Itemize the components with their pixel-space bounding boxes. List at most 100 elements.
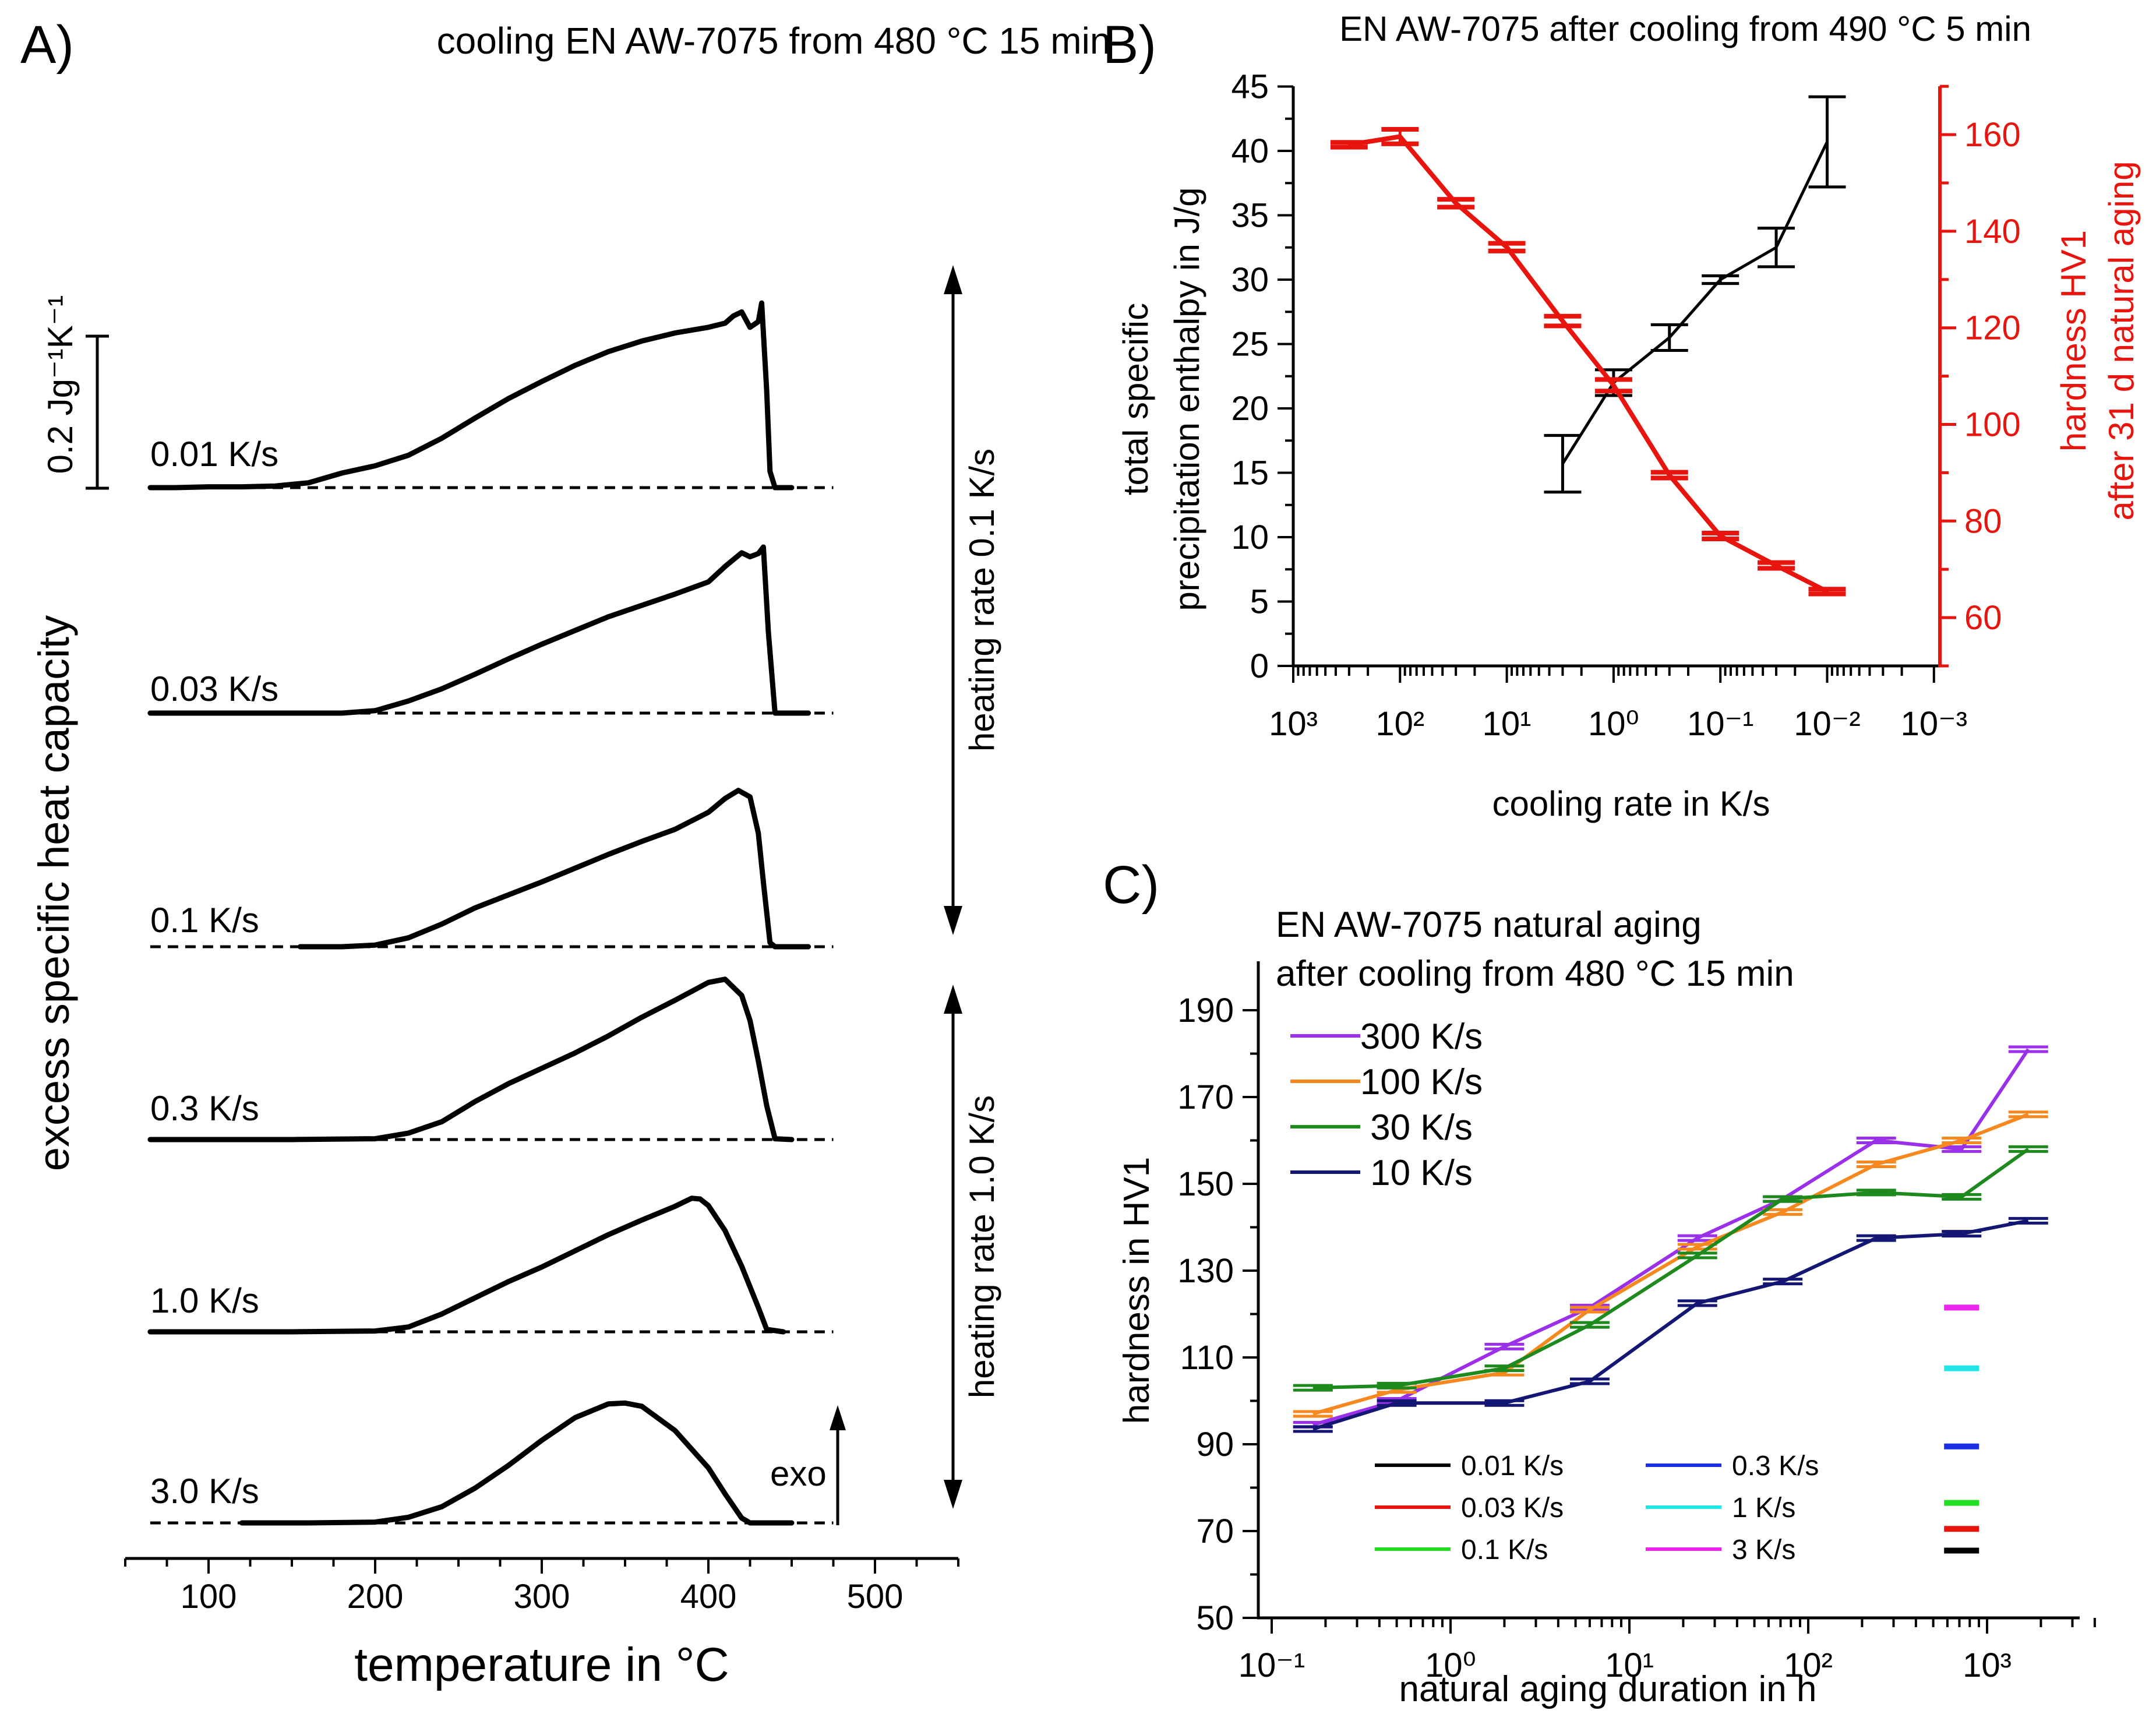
- panel-a-y-axis-label: excess specific heat capacity: [30, 615, 78, 1171]
- y-left-tick-label: 0: [1250, 647, 1269, 685]
- panel-b-x-axis-label: cooling rate in K/s: [1492, 784, 1770, 823]
- arrow-head-up-icon: [944, 265, 962, 294]
- series-line-10-K-s: [1312, 1219, 2029, 1431]
- data-point: [1856, 1160, 1896, 1168]
- panel-a: A) cooling EN AW-7075 from 480 °C 15 min…: [20, 15, 1110, 1691]
- x-tick-label: 10³: [1963, 1646, 2012, 1684]
- panel-c-label: C): [1103, 855, 1159, 915]
- panel-b-title: EN AW-7075 after cooling from 490 °C 5 m…: [1339, 9, 2031, 48]
- data-point: [1293, 1425, 1333, 1433]
- data-point: [1856, 1137, 1896, 1144]
- y-right-tick-label: 140: [1964, 213, 2021, 251]
- y-left-tick-label: 45: [1231, 68, 1269, 106]
- panel-b-y-right-label-line1: hardness HV1: [2054, 230, 2093, 452]
- data-point: [1677, 1243, 1717, 1251]
- y-tick-label: 130: [1177, 1252, 1234, 1290]
- x-tick-label: 100: [181, 1578, 237, 1616]
- data-point: [1856, 1234, 1896, 1242]
- y-right-tick-label: 160: [1964, 116, 2021, 154]
- series-line-100-K-s: [1312, 1113, 2029, 1416]
- arrow-head-up-icon: [944, 985, 962, 1014]
- error-bar: [1650, 323, 1688, 352]
- error-bar: [1544, 313, 1582, 329]
- data-point: [1942, 1193, 1982, 1201]
- panel-c-ticks: 10⁻¹ 10⁰ 10¹ 10² 10³ 50 70 90 110 130 150 170 190: [1177, 992, 2096, 1684]
- heating-rate-label-1: heating rate 0.1 K/s: [962, 449, 1001, 752]
- panel-a-x-axis-label: temperature in °C: [354, 1638, 729, 1691]
- error-bar: [1702, 274, 1739, 285]
- error-bar: [1488, 241, 1526, 253]
- heating-rate-arrow-1: heating rate 0.1 K/s: [944, 265, 1001, 935]
- data-point: [1377, 1399, 1417, 1407]
- data-point: [1763, 1195, 1803, 1203]
- error-bar: [1808, 95, 1846, 189]
- y-left-tick-label: 15: [1231, 454, 1269, 492]
- dsc-curve-0-03-K-s: [147, 544, 811, 716]
- data-point: [1484, 1399, 1525, 1407]
- error-bar: [1808, 587, 1846, 597]
- y-tick-label: 150: [1177, 1165, 1234, 1203]
- legend-label: 0.03 K/s: [1461, 1493, 1564, 1523]
- legend-label: 0.3 K/s: [1732, 1451, 1819, 1482]
- panel-a-x-ticks: 100 200 300 400 500: [124, 1558, 959, 1616]
- x-tick-label: 400: [680, 1578, 737, 1616]
- curve-label: 0.01 K/s: [150, 435, 278, 474]
- error-bar: [1330, 140, 1368, 150]
- heating-rate-label-2: heating rate 1.0 K/s: [962, 1095, 1001, 1398]
- legend-label: 0.1 K/s: [1461, 1535, 1548, 1565]
- legend-label: 10 K/s: [1370, 1153, 1473, 1193]
- y-left-tick-label: 35: [1231, 197, 1269, 235]
- dsc-curve-0-3-K-s: [147, 976, 795, 1142]
- curve-label: 1.0 K/s: [150, 1281, 259, 1320]
- x-tick-label: 10³: [1269, 705, 1318, 743]
- data-point: [1293, 1410, 1333, 1418]
- data-point: [1942, 1145, 1982, 1153]
- data-point: [1377, 1381, 1417, 1389]
- y-tick-label: 70: [1196, 1512, 1234, 1550]
- y-tick-label: 50: [1196, 1599, 1234, 1637]
- data-point: [2008, 1216, 2048, 1225]
- exo-label: exo: [770, 1454, 827, 1493]
- x-tick-label: 10⁻¹: [1238, 1646, 1305, 1684]
- panel-b-y-left-label-line1: total specific: [1116, 303, 1155, 495]
- panel-c-legend: 300 K/s 100 K/s 30 K/s 10 K/s: [1290, 1017, 1483, 1193]
- data-point: [1569, 1377, 1610, 1385]
- x-tick-label: 10⁻²: [1794, 705, 1860, 743]
- x-tick-label: 10¹: [1605, 1646, 1654, 1684]
- panel-c-data: [1293, 1045, 2048, 1554]
- dsc-curve-0-01-K-s: [147, 300, 795, 491]
- x-tick-label: 10²: [1784, 1646, 1833, 1684]
- curve-label: 0.03 K/s: [150, 669, 278, 708]
- x-tick-label: 10⁻¹: [1687, 705, 1753, 743]
- error-bar: [1594, 377, 1632, 394]
- series-line-precipitation-enthalpy: [1561, 141, 1829, 465]
- panel-b-y-left-label-line2: precipitation enthalpy in J/g: [1167, 187, 1206, 611]
- data-point: [1569, 1321, 1610, 1329]
- y-left-tick-label: 20: [1231, 390, 1269, 428]
- panel-c-y-axis-label: hardness in HV1: [1117, 1157, 1157, 1424]
- panel-c-x-axis-label: natural aging duration in h: [1399, 1669, 1817, 1709]
- x-tick-label: 10⁰: [1425, 1646, 1476, 1684]
- x-tick-label: 10⁰: [1588, 705, 1639, 743]
- data-point: [1942, 1230, 1982, 1238]
- exo-arrow-icon: [830, 1405, 846, 1430]
- error-bar: [1702, 531, 1739, 541]
- panel-c-legend-low-rates: 0.01 K/s 0.03 K/s 0.1 K/s 0.3 K/s 1 K/s 3 K/s: [1375, 1451, 1819, 1565]
- y-tick-label: 190: [1177, 992, 1234, 1029]
- y-left-tick-label: 5: [1250, 583, 1269, 621]
- legend-label: 300 K/s: [1360, 1017, 1483, 1057]
- error-bar: [1437, 197, 1475, 210]
- data-point: [2008, 1045, 2048, 1053]
- panel-b-label: B): [1103, 15, 1156, 75]
- series-line-hardness-HV1: [1349, 134, 1829, 594]
- curve-label: 3.0 K/s: [150, 1472, 259, 1511]
- legend-label: 3 K/s: [1732, 1535, 1795, 1565]
- panel-b-ticks: 10³ 10² 10¹ 10⁰ 10⁻¹ 10⁻² 10⁻³ 0 5 10 15 20 25 30 35 40…: [1231, 68, 2020, 743]
- arrow-head-down-icon: [944, 906, 962, 935]
- y-left-tick-label: 10: [1231, 519, 1269, 556]
- y-right-tick-label: 100: [1964, 406, 2021, 444]
- dsc-curve-1-0-K-s: [147, 1195, 786, 1335]
- error-bar: [1544, 433, 1582, 494]
- panel-c-title-line2: after cooling from 480 °C 15 min: [1276, 954, 1794, 994]
